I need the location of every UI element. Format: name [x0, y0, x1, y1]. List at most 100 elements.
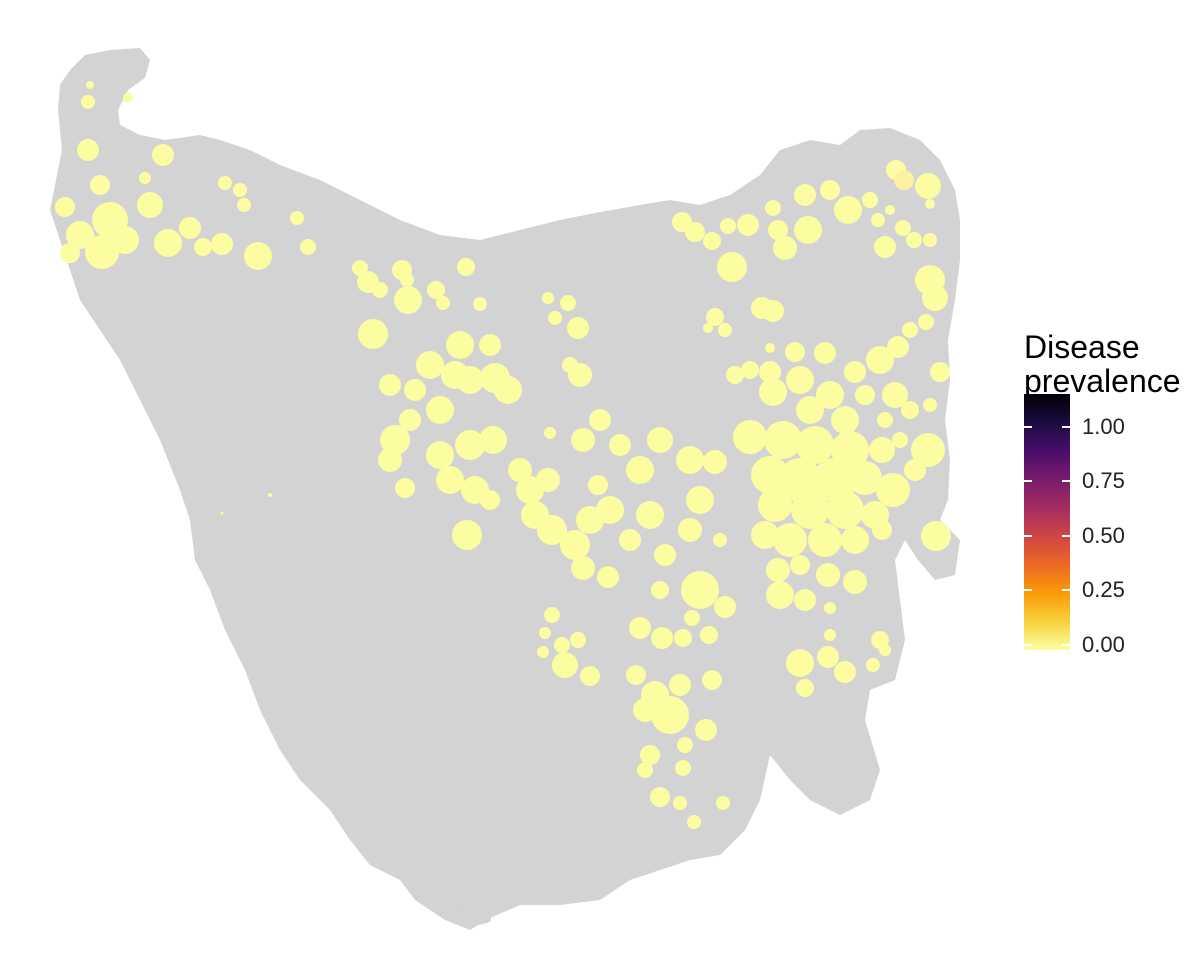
site-point: [416, 351, 444, 379]
site-point: [619, 529, 641, 551]
site-point: [81, 95, 95, 109]
site-point: [726, 366, 744, 384]
site-point: [768, 220, 788, 240]
site-point: [862, 192, 878, 208]
site-point: [733, 420, 767, 454]
site-point: [786, 649, 814, 677]
site-point: [876, 473, 910, 507]
site-point: [233, 183, 247, 197]
site-point: [479, 426, 507, 454]
site-point: [77, 139, 99, 161]
site-point: [404, 379, 426, 401]
site-point: [831, 406, 859, 434]
site-point: [300, 239, 316, 255]
site-point: [877, 412, 893, 428]
site-point: [651, 696, 689, 734]
site-point: [508, 458, 532, 482]
site-point: [786, 366, 814, 394]
site-point: [290, 211, 304, 225]
site-point: [640, 745, 660, 765]
site-point: [379, 374, 401, 396]
site-point: [220, 511, 224, 515]
site-point: [669, 674, 691, 696]
site-point: [194, 238, 212, 256]
legend-tick: 1.00: [1024, 414, 1184, 439]
site-point: [758, 488, 792, 522]
site-point: [887, 336, 909, 358]
site-point: [764, 421, 802, 459]
site-point: [552, 652, 578, 678]
site-point: [633, 698, 657, 722]
site-point: [380, 425, 410, 455]
site-point: [703, 323, 713, 333]
site-point: [560, 530, 590, 560]
site-point: [452, 520, 482, 550]
site-point: [427, 281, 445, 299]
site-point: [568, 363, 592, 387]
site-point: [790, 555, 810, 575]
site-point: [866, 658, 880, 672]
site-point: [762, 300, 784, 322]
site-point: [55, 197, 75, 217]
site-point: [773, 523, 807, 557]
site-point: [741, 361, 759, 379]
site-point: [457, 258, 475, 276]
site-point: [813, 458, 857, 502]
site-point: [544, 607, 560, 623]
site-point: [814, 342, 836, 364]
site-point: [844, 361, 866, 383]
site-point: [548, 311, 562, 325]
site-point: [820, 180, 840, 200]
site-point: [537, 515, 567, 545]
site-point: [436, 296, 450, 310]
site-point: [480, 490, 500, 510]
site-point: [713, 533, 727, 547]
site-point: [152, 144, 174, 166]
site-point: [794, 216, 822, 244]
site-point: [872, 520, 892, 540]
site-point: [395, 478, 415, 498]
site-point: [686, 486, 714, 514]
site-point: [111, 226, 139, 254]
legend-tick-label: 0.25: [1082, 577, 1125, 602]
site-point: [399, 409, 421, 431]
site-point: [673, 796, 687, 810]
legend-tick-label: 1.00: [1082, 414, 1125, 439]
site-point: [921, 521, 951, 551]
site-point: [378, 448, 402, 472]
site-point: [400, 273, 414, 287]
site-point: [894, 170, 914, 190]
site-point: [536, 468, 560, 492]
site-point: [597, 566, 619, 588]
site-point: [918, 314, 934, 330]
site-point: [915, 173, 941, 199]
site-point: [737, 214, 759, 236]
site-point: [866, 346, 894, 374]
site-point: [179, 217, 201, 239]
site-point: [901, 401, 919, 419]
legend-tick: 0.50: [1024, 523, 1184, 548]
site-point: [906, 232, 922, 248]
site-point: [911, 433, 945, 467]
site-point: [426, 441, 454, 469]
site-point: [85, 235, 119, 269]
site-point: [824, 602, 836, 614]
site-point: [855, 385, 875, 405]
site-point: [137, 192, 163, 218]
site-point: [834, 196, 862, 224]
site-point: [695, 719, 717, 741]
site-point: [609, 434, 631, 456]
site-point: [636, 501, 664, 529]
site-point: [706, 308, 724, 326]
site-point: [268, 493, 272, 497]
site-point: [90, 175, 110, 195]
site-point: [871, 213, 885, 227]
site-point: [86, 81, 94, 89]
site-point: [651, 581, 669, 599]
site-point: [244, 242, 272, 270]
site-point: [626, 665, 646, 685]
site-point: [794, 184, 816, 206]
site-point: [766, 581, 794, 609]
site-point: [494, 376, 522, 404]
site-point: [479, 334, 501, 356]
